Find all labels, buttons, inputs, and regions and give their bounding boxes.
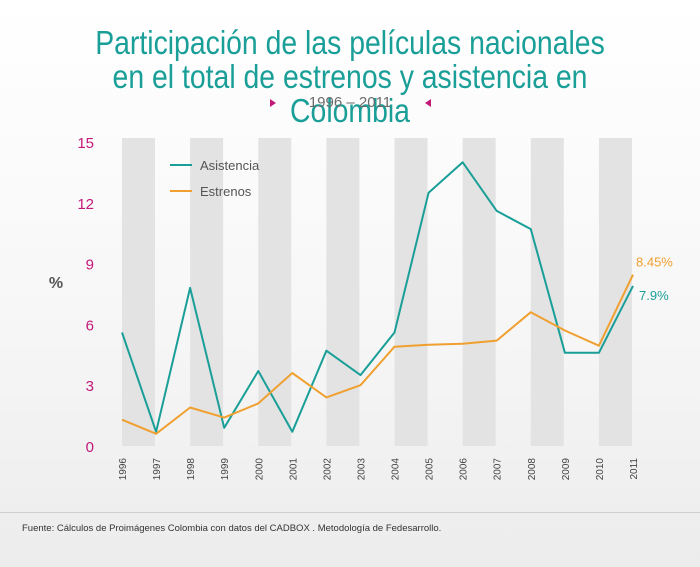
legend-label-estrenos: Estrenos [200,184,252,199]
x-tick-label: 1997 [152,458,163,481]
chart-title-line-1: Participación de las películas nacionale… [95,24,605,61]
source-note: Fuente: Cálculos de Proimágenes Colombia… [22,523,442,534]
grid-band [122,138,155,446]
series-line-asistencia [121,161,634,433]
y-tick-label: 6 [86,317,94,334]
line-chart: 0 3 6 9 12 15% 1996 1997 1998 1999 2000 2001 2002 200… [49,135,673,481]
data-label-estrenos: 8.45% [636,255,673,270]
x-tick-label: 2008 [527,458,538,481]
x-tick-label: 2006 [459,458,470,481]
x-tick-label: 2001 [288,458,299,481]
series-line-estrenos [121,274,634,435]
y-axis-label: % [49,275,63,292]
x-tick-label: 2010 [595,458,606,481]
x-tick-label: 2003 [356,458,367,481]
grid-band [258,138,292,446]
x-tick-label: 2000 [254,458,265,481]
legend-label-asistencia: Asistencia [200,158,260,173]
x-tick-label: 2009 [561,458,572,481]
y-tick-label: 3 [86,378,94,395]
x-tick-label: 2011 [629,458,640,480]
x-tick-label: 1998 [186,458,197,481]
x-tick-label: 2005 [425,458,436,481]
data-label-asistencia: 7.9% [639,288,669,303]
grid-band [394,138,428,446]
chart-title-line-2: en el total de estrenos y asistencia en … [112,58,588,129]
y-tick-label: 12 [77,196,94,213]
y-tick-label: 15 [77,135,94,152]
grid-band [190,138,224,446]
x-tick-label: 2002 [322,458,333,481]
triangle-right-icon [270,99,276,107]
grid-band [598,138,632,446]
grid-band [326,138,360,446]
period-row: 1996 – 2011 [0,93,700,113]
x-tick-label: 1999 [220,458,231,481]
divider [0,512,700,513]
y-tick-label: 9 [86,257,94,274]
chart-subtitle-period: 1996 – 2011 [308,94,392,111]
x-tick-label: 1996 [118,458,129,481]
triangle-left-icon [425,99,431,107]
y-tick-label: 0 [86,439,94,456]
x-tick-label: 2007 [493,458,504,481]
x-tick-label: 2004 [391,458,402,481]
grid-band [462,138,496,446]
